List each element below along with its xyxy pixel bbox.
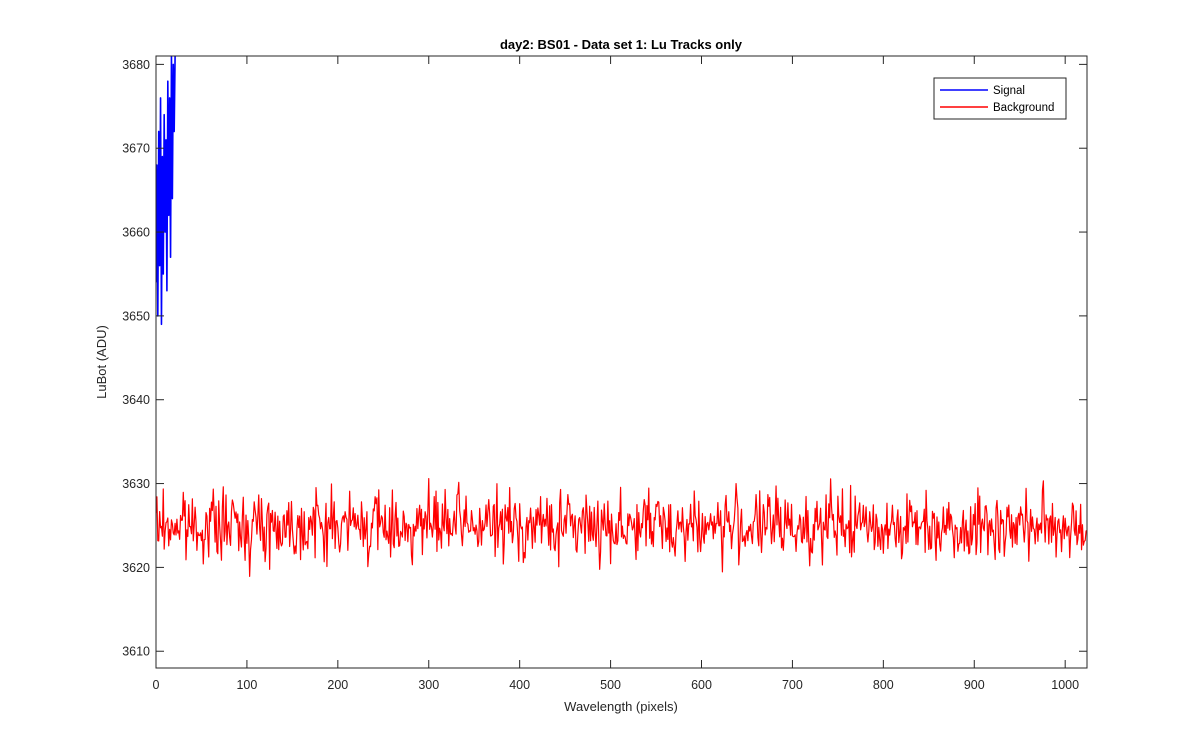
- series-layer: [156, 56, 1087, 577]
- y-tick-label: 3660: [122, 226, 150, 240]
- x-tick-label: 100: [236, 678, 257, 692]
- axes-box: [155, 55, 1088, 669]
- legend-box: [933, 77, 1067, 120]
- x-axis-title: Wavelength (pixels): [564, 699, 678, 714]
- series-line-background: [156, 478, 1087, 577]
- x-tick-label: 1000: [1051, 678, 1079, 692]
- x-tick-label: 600: [691, 678, 712, 692]
- y-tick-label: 3670: [122, 142, 150, 156]
- x-tick-label: 200: [327, 678, 348, 692]
- y-tick-label: 3650: [122, 309, 150, 323]
- x-tick-label: 700: [782, 678, 803, 692]
- y-tick-label: 3610: [122, 645, 150, 659]
- plot-area: [156, 56, 1087, 668]
- y-tick-label: 3620: [122, 561, 150, 575]
- y-tick-label: 3630: [122, 477, 150, 491]
- legend-label-background: Background: [993, 102, 1054, 114]
- x-tick-label: 800: [873, 678, 894, 692]
- y-tick-label: 3680: [122, 58, 150, 72]
- y-tick-label: 3640: [122, 393, 150, 407]
- legend: Signal Background: [933, 77, 1067, 120]
- x-tick-label: 400: [509, 678, 530, 692]
- ticks-layer: 0 100 200 300 400 500 600 700 800 900 1000 3610 3620…: [122, 56, 1087, 692]
- x-tick-label: 300: [418, 678, 439, 692]
- chart-title: day2: BS01 - Data set 1: Lu Tracks only: [500, 37, 743, 52]
- x-tick-label: 0: [153, 678, 160, 692]
- y-axis-title: LuBot (ADU): [94, 325, 109, 399]
- legend-label-signal: Signal: [993, 85, 1025, 97]
- series-line-signal: [156, 56, 176, 326]
- x-tick-label: 900: [964, 678, 985, 692]
- x-tick-label: 500: [600, 678, 621, 692]
